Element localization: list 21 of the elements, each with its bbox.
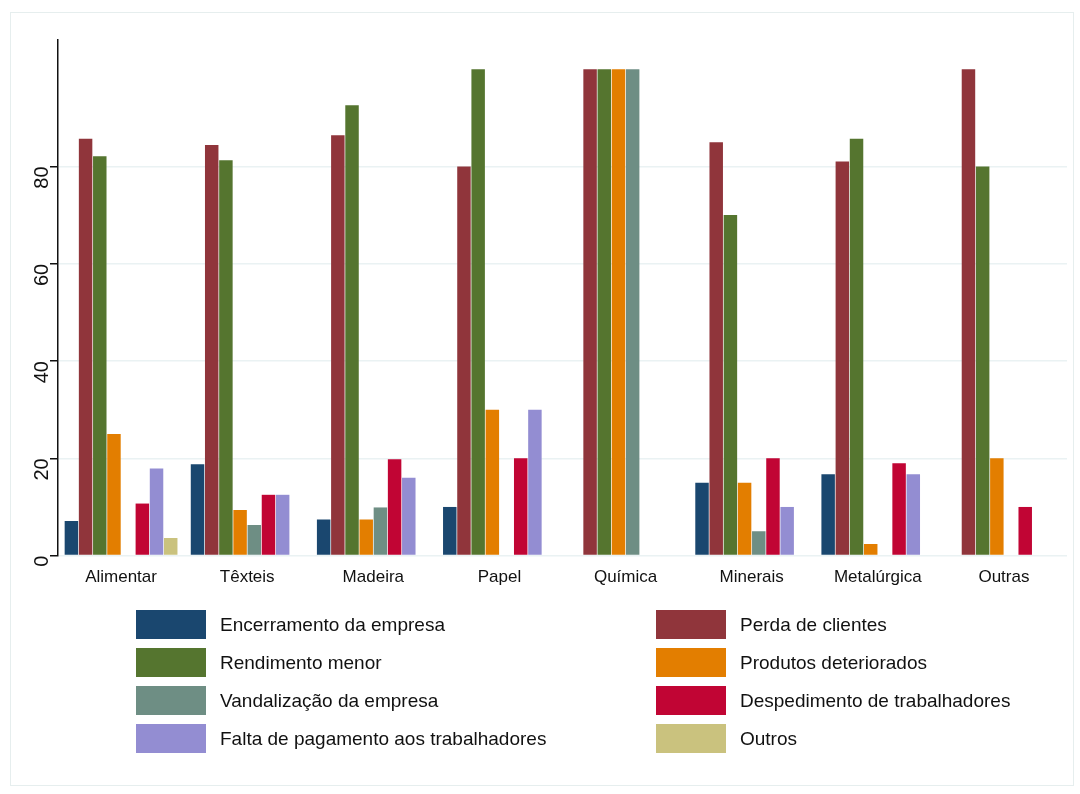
x-tick-label: Madeira [342, 567, 405, 587]
x-tick-label: Papel [477, 567, 522, 587]
legend-label: Perda de clientes [740, 613, 887, 636]
legend-label: Encerramento da empresa [220, 613, 445, 636]
legend-label: Falta de pagamento aos trabalhadores [220, 727, 547, 750]
x-tick-label: Alimentar [85, 567, 158, 587]
x-tick-label: Química [593, 567, 658, 587]
legend-label: Rendimento menor [220, 651, 382, 674]
y-tick-label: 20 [29, 458, 52, 481]
y-tick-label: 0 [29, 555, 52, 567]
y-tick-label: 40 [29, 361, 52, 384]
legend-label: Despedimento de trabalhadores [740, 689, 1011, 712]
legend-label: Produtos deteriorados [740, 651, 927, 674]
x-tick-label: Metalúrgica [833, 567, 923, 587]
legend-label: Vandalização da empresa [220, 689, 439, 712]
x-tick-label: Outras [978, 567, 1030, 587]
y-tick-label: 60 [29, 263, 52, 286]
legend-label: Outros [740, 727, 798, 750]
y-tick-label: 80 [29, 166, 52, 189]
x-tick-label: Minerais [719, 567, 784, 587]
x-tick-label: Têxteis [219, 567, 275, 587]
